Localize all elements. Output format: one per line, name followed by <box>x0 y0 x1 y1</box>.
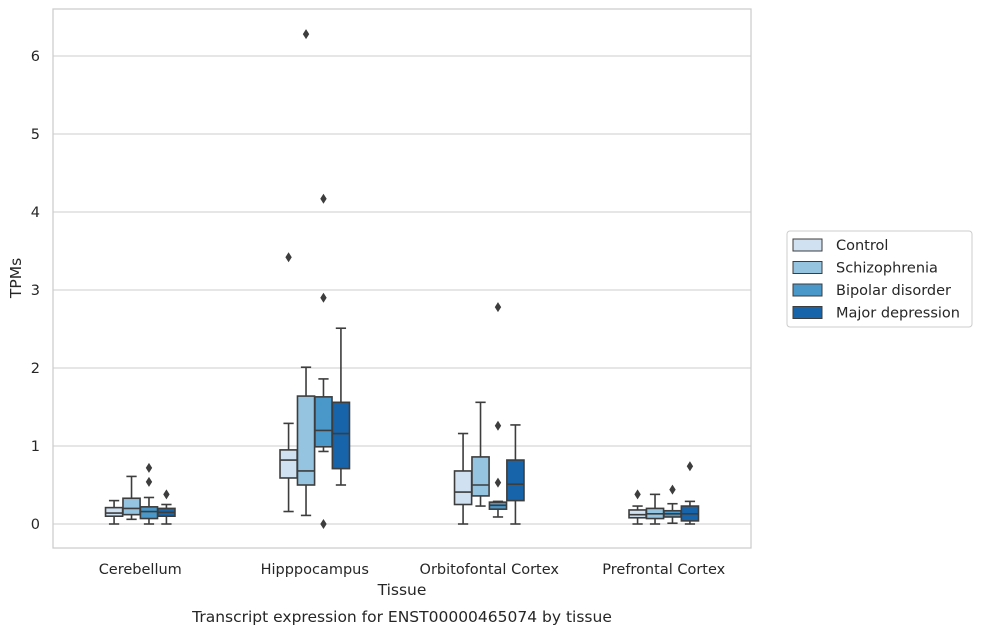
y-tick-label: 3 <box>31 283 40 299</box>
outlier-point <box>320 193 327 204</box>
outlier-point <box>669 484 676 495</box>
box-group <box>104 499 124 525</box>
x-axis: Cerebellum Hipppocampus Orbitofontal Corte… <box>99 562 726 578</box>
outlier-point <box>686 461 694 472</box>
y-tick-label: 0 <box>31 517 40 533</box>
box <box>122 497 141 516</box>
outlier-point <box>494 477 502 488</box>
box-group <box>157 489 176 525</box>
plot-area <box>104 29 700 529</box>
box-group <box>279 252 298 513</box>
outlier-point <box>302 29 310 40</box>
y-axis-title: TPMs <box>7 258 25 299</box>
outlier-point <box>145 462 153 473</box>
outlier-point <box>163 489 170 500</box>
legend-swatch <box>792 283 823 297</box>
y-tick-label: 2 <box>31 361 40 377</box>
legend-label: Bipolar disorder <box>836 283 951 299</box>
box-group <box>471 401 490 507</box>
x-tick-label: Cerebellum <box>99 562 182 578</box>
box-group <box>488 302 508 518</box>
box-group <box>506 424 525 525</box>
box-group <box>663 484 682 525</box>
x-tick-label: Prefrontal Cortex <box>602 562 725 578</box>
box <box>331 401 351 470</box>
legend-swatch <box>792 261 823 274</box>
outlier-point <box>320 519 327 529</box>
box <box>506 459 525 502</box>
outlier-point <box>320 292 327 303</box>
legend: Control Schizophrenia Bipolar disorder Majo… <box>786 230 973 328</box>
chart-caption: Transcript expression for ENST0000046507… <box>191 608 612 626</box>
y-axis: 0 1 2 3 4 5 6 <box>31 49 40 533</box>
outlier-point <box>145 476 153 487</box>
x-axis-title: Tissue <box>377 581 427 599</box>
outlier-point <box>494 420 502 431</box>
y-tick-label: 1 <box>31 439 40 455</box>
plot-frame <box>52 8 752 549</box>
box <box>104 506 124 517</box>
box-group <box>628 489 647 525</box>
box-group <box>645 493 665 525</box>
y-tick-label: 6 <box>31 49 40 65</box>
box <box>139 506 159 520</box>
outlier-point <box>494 302 502 313</box>
box <box>279 449 298 479</box>
legend-swatch <box>792 238 823 252</box>
box-group <box>331 327 351 486</box>
legend-frame <box>786 230 973 328</box>
box <box>314 396 333 448</box>
box-group <box>122 475 141 521</box>
box <box>471 456 490 497</box>
outlier-point <box>634 489 641 500</box>
x-tick-label: Orbitofontal Cortex <box>420 562 560 578</box>
x-tick-label: Hipppocampus <box>261 562 369 578</box>
box-group <box>314 193 333 529</box>
legend-label: Major depression <box>836 306 960 322</box>
outlier-point <box>285 252 292 263</box>
box-group <box>680 461 700 525</box>
legend-label: Control <box>836 238 888 254</box>
y-tick-label: 4 <box>31 205 40 221</box>
gridlines <box>53 55 751 525</box>
box <box>453 470 473 506</box>
box-group <box>453 432 473 525</box>
legend-swatch <box>792 306 823 319</box>
legend-label: Schizophrenia <box>836 261 938 277</box>
box-group <box>139 462 159 525</box>
box-group <box>296 29 316 517</box>
y-tick-label: 5 <box>31 127 40 143</box>
